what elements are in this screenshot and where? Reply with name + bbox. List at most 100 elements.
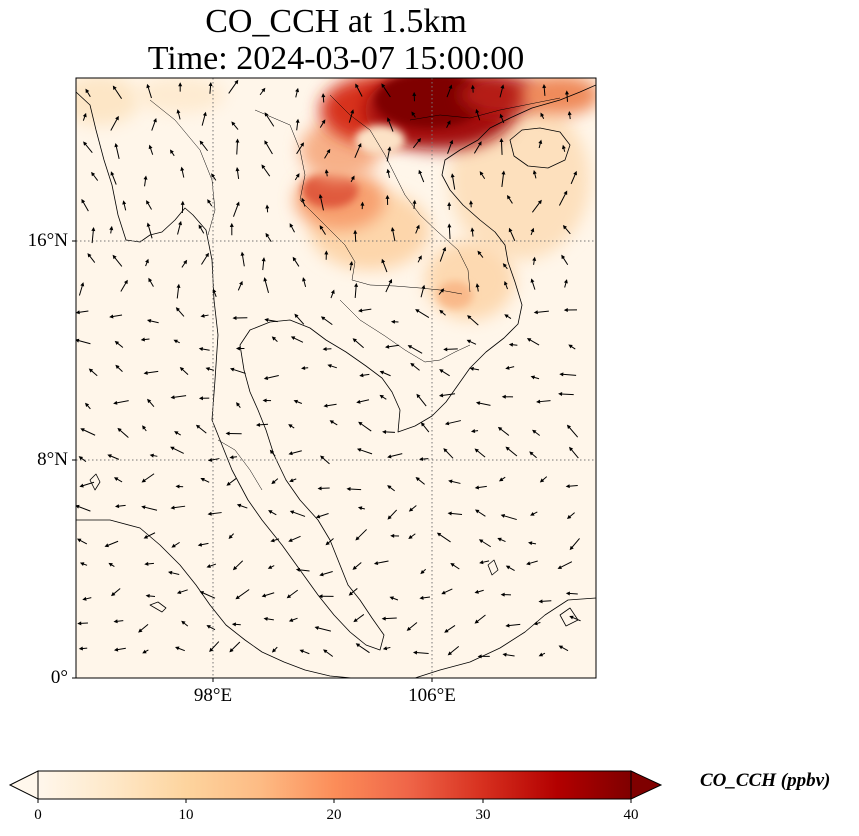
- wind-arrow: [198, 224, 205, 234]
- wind-arrow: [200, 478, 210, 483]
- wind-arrow: [530, 227, 535, 236]
- wind-arrow: [358, 421, 372, 432]
- wind-arrow: [438, 393, 456, 398]
- wind-arrow: [565, 591, 578, 596]
- wind-arrow: [198, 347, 210, 352]
- wind-arrow: [235, 167, 240, 180]
- wind-arrow: [122, 200, 127, 211]
- wind-arrow: [417, 255, 422, 263]
- wind-arrow: [411, 111, 416, 118]
- wind-arrow: [255, 422, 269, 427]
- wind-arrow: [176, 109, 181, 120]
- coastlines: [76, 84, 596, 678]
- wind-arrow: [533, 621, 541, 626]
- wind-arrow: [385, 278, 393, 293]
- wind-arrow: [497, 537, 506, 543]
- wind-arrow: [117, 427, 129, 438]
- wind-arrow: [175, 646, 185, 652]
- wind-arrow: [207, 199, 213, 207]
- wind-arrow: [447, 139, 454, 154]
- wind-arrow: [288, 617, 298, 622]
- wind-arrow: [318, 194, 324, 211]
- wind-arrow: [349, 261, 354, 271]
- wind-arrow: [558, 190, 568, 206]
- wind-arrow: [386, 117, 394, 132]
- wind-arrow: [271, 478, 279, 485]
- wind-arrow: [536, 399, 551, 404]
- wind-arrow: [114, 340, 124, 348]
- wind-arrow: [78, 282, 85, 296]
- map-title-line-2: Time: 2024-03-07 15:00:00: [147, 40, 525, 77]
- wind-arrow: [419, 595, 431, 600]
- wind-arrow: [479, 560, 490, 565]
- wind-arrow: [235, 589, 250, 600]
- wind-arrow: [110, 171, 117, 185]
- wind-arrow: [264, 112, 275, 127]
- wind-arrow: [542, 83, 547, 96]
- wind-arrow: [296, 142, 305, 155]
- wind-arrow: [420, 568, 427, 575]
- wind-arrow: [79, 562, 88, 566]
- wind-arrow: [91, 171, 99, 181]
- wind-arrow: [259, 87, 266, 96]
- wind-arrow: [290, 336, 304, 343]
- wind-arrow: [360, 201, 365, 210]
- wind-arrow: [382, 646, 391, 651]
- wind-arrow: [113, 400, 129, 405]
- wind-arrow: [539, 476, 548, 483]
- wind-arrow: [294, 173, 300, 181]
- wind-arrow: [267, 565, 275, 569]
- wind-arrow: [354, 282, 359, 298]
- wind-arrow: [415, 477, 425, 485]
- wind-arrow: [408, 505, 417, 512]
- colorbar: [8, 770, 663, 803]
- wind-arrow: [439, 246, 447, 262]
- wind-arrow: [466, 339, 477, 345]
- wind-arrow: [406, 622, 418, 631]
- wind-arrow: [357, 506, 365, 511]
- wind-arrow: [144, 561, 154, 566]
- wind-arrow: [359, 373, 370, 378]
- wind-arrow: [140, 337, 150, 342]
- wind-arrow: [446, 84, 453, 98]
- wind-arrow: [236, 503, 248, 509]
- country-borders: [149, 94, 561, 491]
- wind-arrow: [558, 645, 569, 652]
- wind-arrow: [415, 309, 430, 318]
- wind-arrow: [412, 137, 422, 149]
- wind-arrow: [151, 117, 157, 131]
- wind-arrow: [142, 649, 149, 654]
- wind-arrow: [538, 599, 552, 604]
- wind-arrow: [439, 369, 450, 377]
- wind-arrow: [477, 654, 490, 659]
- wind-arrow: [561, 254, 569, 266]
- wind-arrow: [180, 200, 185, 214]
- wind-arrow: [450, 173, 456, 190]
- wind-arrow: [436, 532, 451, 543]
- wind-arrow: [264, 318, 278, 323]
- wind-arrow: [268, 510, 277, 516]
- wind-arrow: [408, 533, 416, 540]
- wind-arrow: [390, 319, 399, 324]
- wind-arrow: [270, 538, 280, 543]
- wind-arrow: [120, 279, 128, 292]
- wind-arrow: [315, 513, 329, 519]
- wind-arrow: [232, 315, 248, 320]
- wind-arrow: [181, 620, 189, 627]
- wind-arrow: [473, 141, 482, 154]
- wind-arrow: [382, 429, 395, 434]
- wind-arrow: [447, 511, 463, 516]
- wind-arrow: [441, 588, 453, 595]
- wind-arrow: [146, 83, 152, 99]
- wind-arrow: [438, 288, 445, 295]
- wind-arrow: [566, 424, 579, 438]
- wind-arrow: [499, 113, 505, 124]
- wind-arrow: [323, 403, 337, 408]
- map-area: [76, 78, 596, 678]
- wind-arrow: [355, 83, 363, 97]
- wind-arrow: [381, 83, 391, 98]
- wind-arrow: [262, 398, 272, 403]
- lat-label-16n: 16°N: [27, 230, 68, 251]
- wind-arrow: [141, 505, 158, 511]
